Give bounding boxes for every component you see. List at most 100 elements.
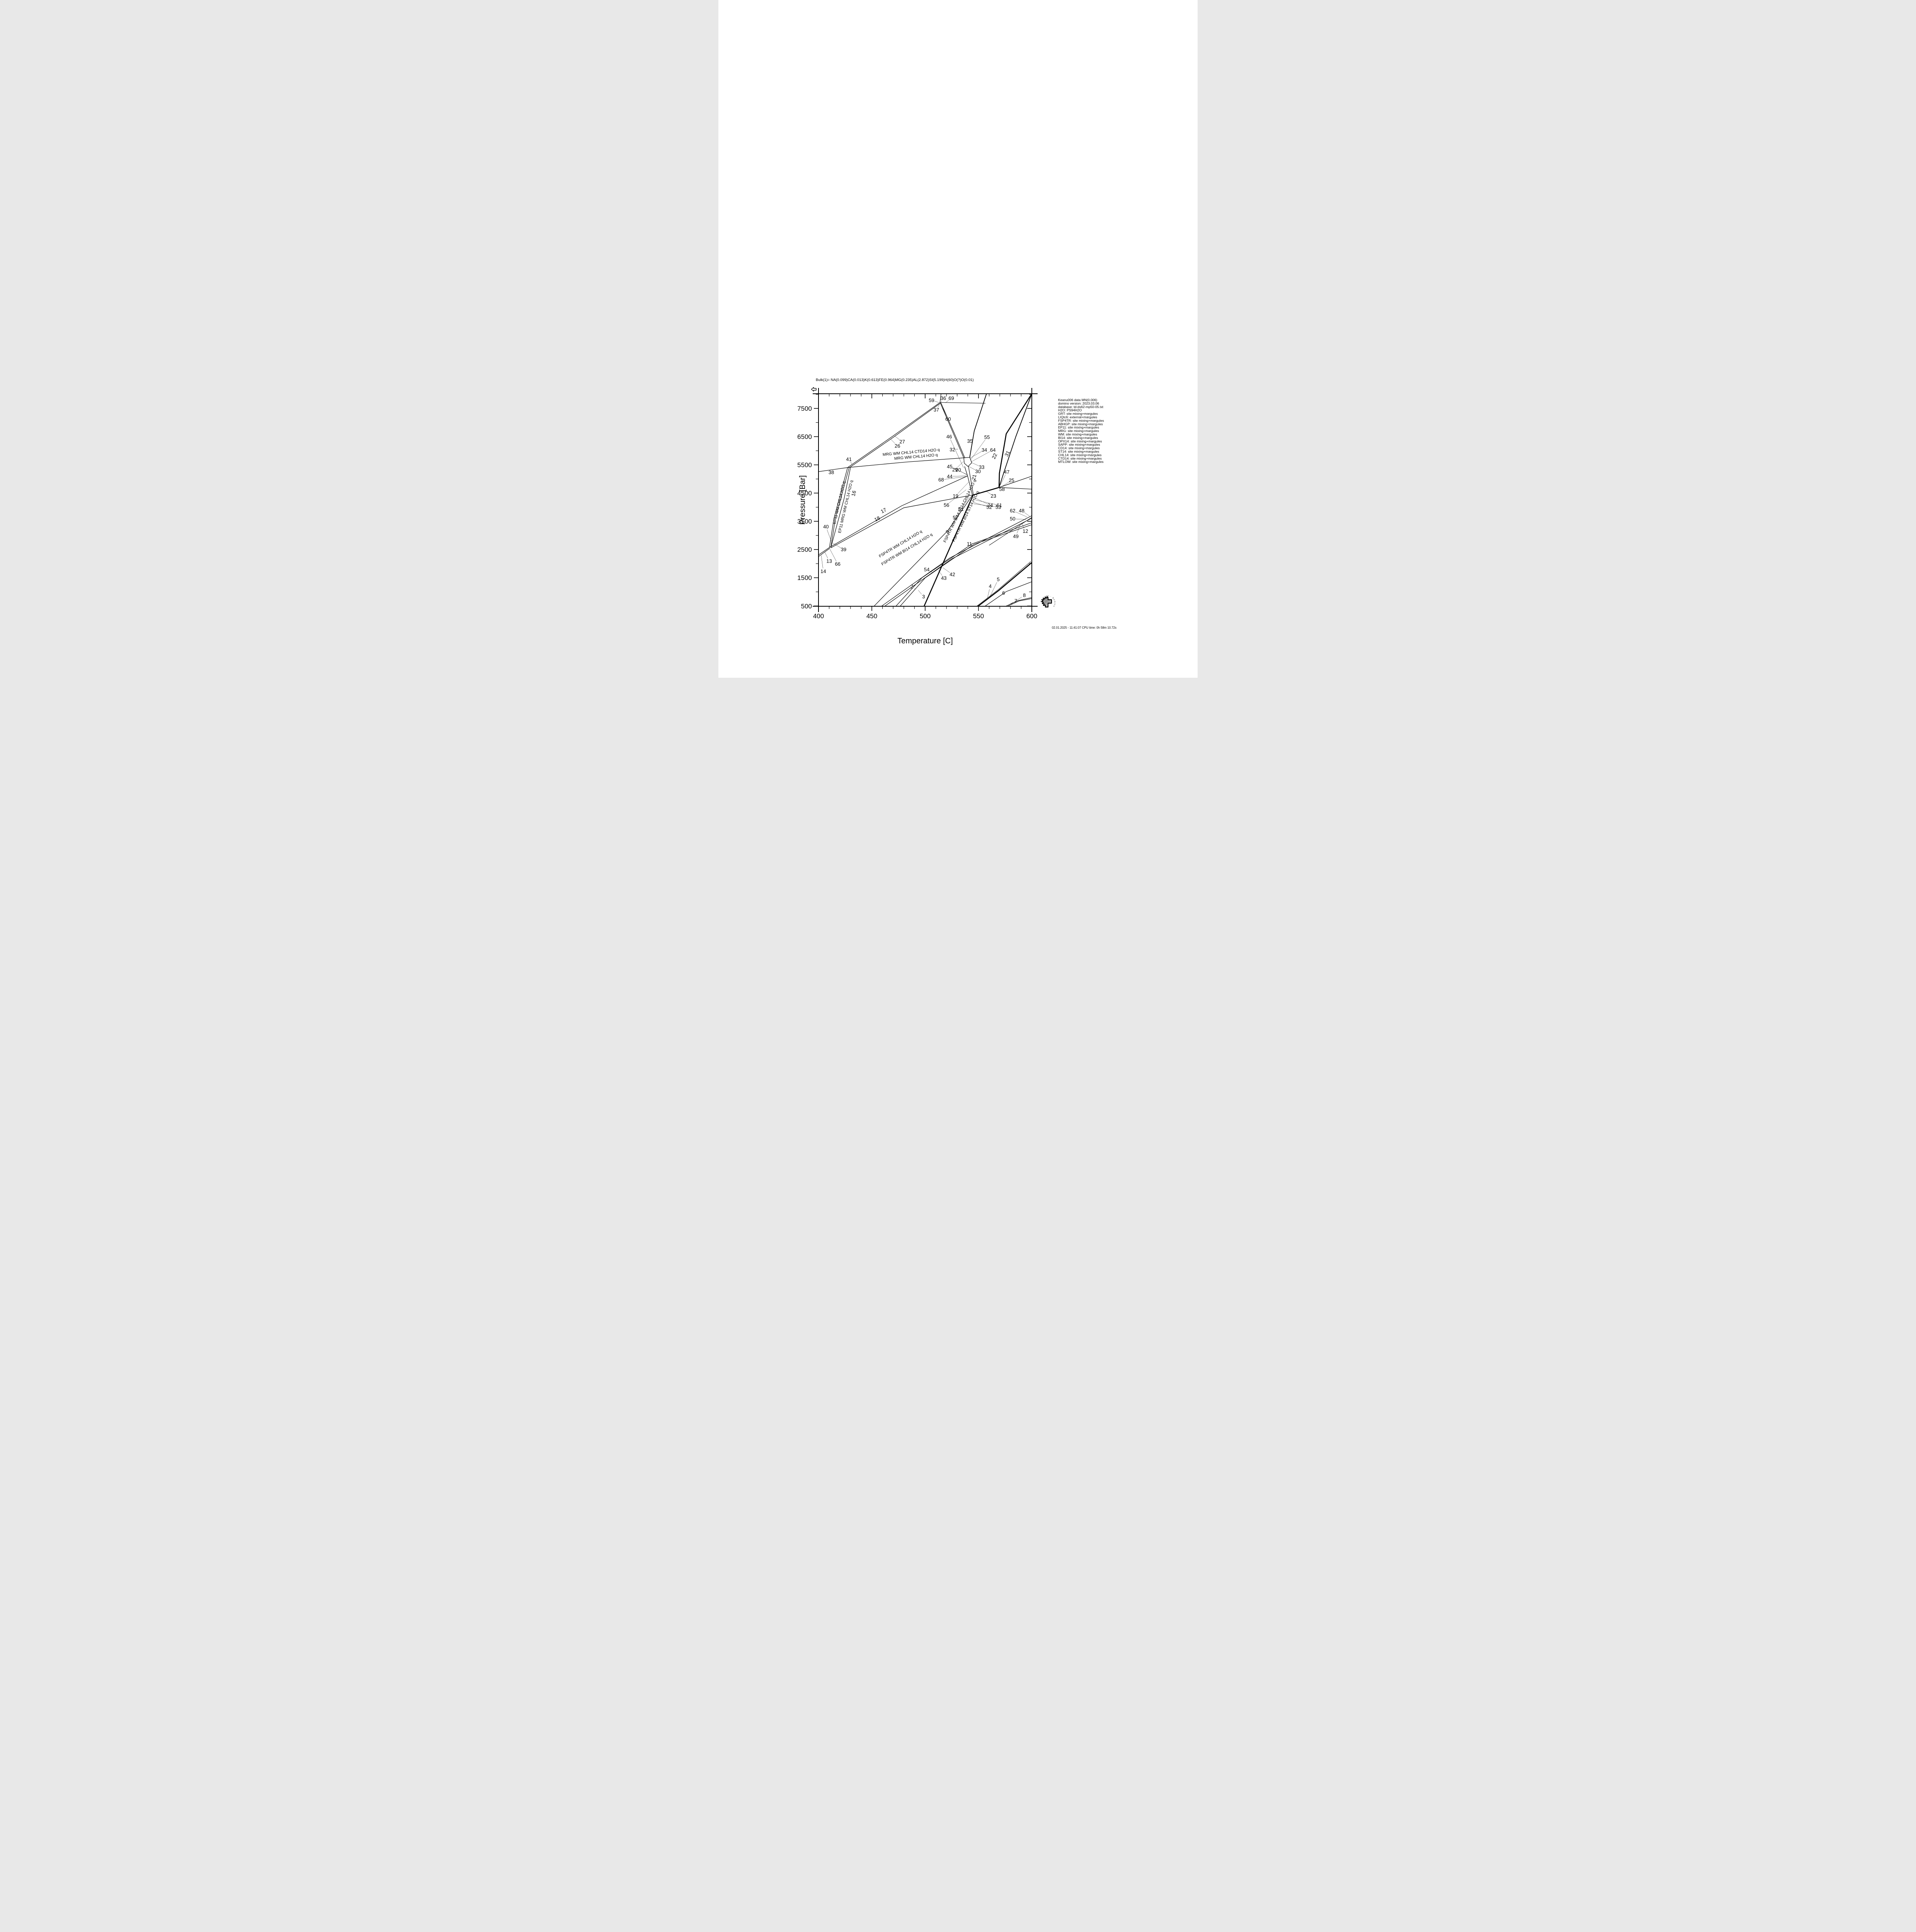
- label-leader-line: [1021, 523, 1024, 529]
- reaction-curve-l16: [830, 468, 851, 548]
- x-tick-label: 400: [813, 612, 824, 620]
- field-label-41: 41: [846, 456, 851, 462]
- reaction-curve-c1b: [900, 524, 1032, 607]
- label-leader-line: [943, 408, 947, 417]
- theriak-domino-logo: Theriak - Domino: [1040, 595, 1055, 608]
- y-tick-label: 2500: [797, 546, 812, 553]
- label-leader-line: [895, 436, 900, 440]
- field-label-49: 49: [1013, 533, 1018, 539]
- label-leader-line: [944, 476, 966, 480]
- legend-panel: Keanu006 data MN(0.006)domino version: 2…: [1058, 398, 1104, 464]
- reaction-curve-ltop: [940, 393, 941, 403]
- reaction-curve-l47: [999, 476, 1032, 488]
- field-label-22: 22: [990, 452, 998, 460]
- legend-line: MTLOW: site mixing+margules: [1058, 460, 1104, 464]
- field-label-55: 55: [984, 434, 990, 440]
- field-label-5: 5: [997, 577, 999, 582]
- legend-line: CHL14: site mixing+margules: [1058, 453, 1101, 457]
- reaction-curve-l49: [989, 517, 1032, 546]
- label-leader-line: [950, 439, 964, 468]
- y-tick-label: 1500: [797, 574, 812, 582]
- y-tick-label: 7500: [797, 405, 812, 412]
- label-leader-line: [938, 570, 942, 576]
- legend-line: SAPP: site mixing+margules: [1058, 443, 1100, 447]
- field-label-69: 69: [948, 395, 954, 401]
- cursor-arrow-icon: [811, 387, 817, 392]
- label-leader-line: [945, 400, 949, 403]
- field-label-43: 43: [941, 575, 946, 581]
- label-leader-line: [833, 543, 841, 548]
- field-label-19: 19: [953, 493, 958, 499]
- label-leader-line: [830, 549, 837, 561]
- y-tick-label: 5500: [797, 461, 812, 469]
- field-label-7: 7: [1014, 598, 1017, 604]
- label-leader-line: [1024, 512, 1030, 517]
- label-leader-line: [914, 588, 915, 589]
- reaction-curve-s37a: [940, 402, 964, 458]
- field-label-26: 26: [895, 443, 900, 449]
- curve-label: FSP4TR WM BI14 ST14 CHL14 H2O q: [943, 479, 977, 543]
- reaction-curve-s21b: [968, 466, 974, 495]
- reaction-curve-c6: [985, 581, 1032, 607]
- label-leader-line: [929, 571, 932, 572]
- reaction-curve-l44: [964, 466, 968, 476]
- y-tick-label: 4500: [797, 490, 812, 497]
- reaction-curve-l35: [969, 393, 987, 457]
- label-leader-line: [821, 555, 823, 568]
- label-leader-line: [1017, 525, 1020, 534]
- field-label-62: 62: [1010, 508, 1015, 514]
- field-label-2: 2: [910, 583, 913, 589]
- reaction-curve-s13a: [818, 547, 830, 555]
- field-label-61: 61: [997, 502, 1002, 508]
- reaction-curve-c45b: [976, 561, 1031, 607]
- field-label-30: 30: [975, 468, 980, 474]
- field-label-34: 34: [982, 447, 987, 453]
- label-leader-line: [1009, 602, 1013, 605]
- logo-leaf-cross-icon: [1041, 596, 1052, 608]
- label-leader-line: [918, 590, 922, 595]
- label-leader-line: [975, 498, 988, 504]
- label-leader-line: [961, 471, 967, 475]
- field-label-32: 32: [949, 447, 955, 452]
- label-leader-line: [1000, 474, 1006, 485]
- reaction-curve-c1a: [895, 522, 1032, 607]
- field-label-25: 25: [1009, 478, 1014, 483]
- label-leader-line: [976, 500, 997, 505]
- label-leader-line: [827, 529, 832, 541]
- reaction-curve-c78a: [1006, 597, 1032, 607]
- field-label-29: 29: [952, 467, 958, 473]
- label-leader-line: [972, 502, 987, 507]
- x-tick-label: 500: [920, 612, 931, 620]
- field-label-45: 45: [947, 464, 952, 469]
- field-label-60: 60: [945, 416, 951, 422]
- reaction-curve-c45a: [977, 562, 1032, 607]
- field-label-3: 3: [922, 594, 925, 600]
- reaction-curve-s26a: [847, 402, 940, 468]
- reaction-curve-s13b: [818, 548, 830, 557]
- label-leader-line: [957, 497, 970, 515]
- field-label-59: 59: [929, 397, 934, 403]
- legend-line: ST14: site mixing+margules: [1058, 450, 1099, 454]
- field-label-39: 39: [841, 547, 846, 553]
- x-axis-title: Temperature [C]: [897, 637, 953, 645]
- label-leader-line: [968, 466, 975, 470]
- field-label-18: 18: [873, 515, 881, 523]
- label-leader-line: [949, 490, 967, 503]
- legend-line: CTD14: site mixing+margules: [1058, 456, 1102, 460]
- legend-line: ABHGP: site mixing+margules: [1058, 422, 1103, 426]
- reaction-curve-ep11b: [830, 468, 849, 548]
- label-leader-line: [890, 439, 895, 444]
- legend-line: MRG: site mixing+margules: [1058, 429, 1099, 433]
- reaction-curve-thick22: [924, 393, 1033, 607]
- legend-line: GRT: site mixing+margules: [1058, 412, 1098, 416]
- field-label-66: 66: [835, 561, 840, 567]
- reaction-curve-pent: [963, 457, 972, 467]
- field-label-58: 58: [999, 486, 1004, 492]
- field-label-46: 46: [946, 434, 952, 440]
- label-leader-line: [971, 451, 990, 462]
- bulk-title: Bulk(1)= NA(0.099)CA(0.013)K(0.613)FE(0.…: [816, 378, 974, 382]
- field-label-37: 37: [934, 407, 939, 413]
- x-tick-label: 550: [973, 612, 984, 620]
- reaction-curve-c78b: [1007, 598, 1032, 607]
- field-label-24: 24: [987, 502, 993, 508]
